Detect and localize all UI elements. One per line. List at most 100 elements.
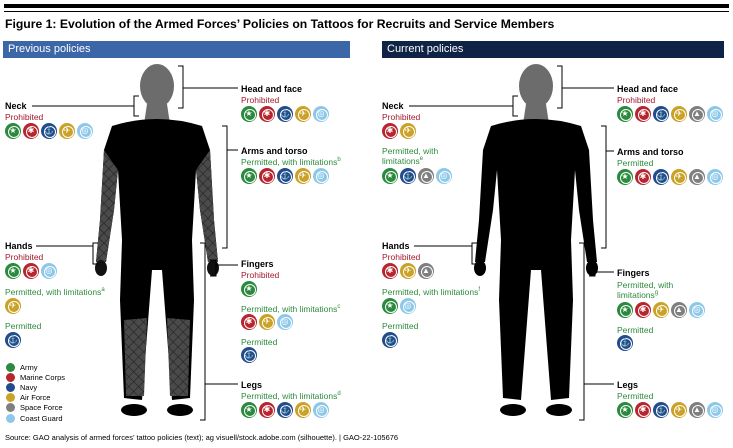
prev-neck-label: Neck [5, 101, 27, 111]
legend-label: Marine Corps [20, 372, 66, 382]
air-force-icon [6, 393, 15, 403]
air-force-icon: ✈ [295, 402, 311, 418]
space-force-icon: ▲ [689, 402, 705, 418]
space-force-icon: ▲ [671, 302, 687, 318]
legend-label: Navy [20, 382, 38, 392]
army-icon: ★ [241, 168, 257, 184]
curr-legs-icons: ★ ✱ ⚓ ✈ ▲ ◎ [617, 402, 723, 419]
coast-guard-icon: ◎ [707, 106, 723, 122]
marine-corps-icon: ✱ [635, 169, 651, 185]
coast-guard-icon: ◎ [707, 402, 723, 418]
curr-hands-label: Hands [382, 241, 410, 251]
prev-neck [144, 104, 170, 124]
prev-fingers-icons-1: ★ [241, 281, 257, 298]
marine-corps-icon: ✱ [635, 402, 651, 418]
prev-left-hand [95, 260, 107, 276]
curr-neck-status-1: Prohibited [382, 112, 421, 122]
curr-left-hand [474, 260, 486, 276]
prev-neck-icons: ★ ✱ ⚓ ✈ ◎ [5, 123, 93, 140]
air-force-icon: ✈ [671, 106, 687, 122]
prev-head [140, 64, 174, 108]
curr-neck [523, 104, 549, 124]
prev-body [96, 119, 218, 400]
prev-arms-torso-status: Permitted, with limitationsb [241, 157, 341, 167]
army-icon: ★ [5, 123, 21, 139]
curr-right-foot [546, 404, 572, 416]
prev-left-arm-sleeve [96, 150, 118, 262]
prev-head-face-status: Prohibited [241, 95, 280, 105]
current-silhouette [474, 64, 598, 416]
navy-icon: ⚓ [653, 106, 669, 122]
previous-silhouette [95, 64, 219, 416]
coast-guard-icon: ◎ [400, 298, 416, 314]
coast-guard-icon: ◎ [689, 302, 705, 318]
navy-icon: ⚓ [617, 335, 633, 351]
legend-label: Space Force [20, 403, 63, 413]
curr-head [519, 64, 553, 108]
legend-item-air-force: Air Force [6, 393, 65, 403]
army-icon [6, 362, 15, 372]
prev-right-leg-pattern [167, 318, 190, 396]
curr-hands-status-1: Prohibited [382, 252, 421, 262]
air-force-icon: ✈ [295, 168, 311, 184]
legend-label: Army [20, 362, 38, 372]
legend-item-navy: Navy [6, 382, 65, 392]
current-policies-banner: Current policies [382, 41, 724, 58]
curr-arms-torso-status: Permitted [617, 158, 654, 168]
air-force-icon: ✈ [653, 302, 669, 318]
prev-right-foot [167, 404, 193, 416]
top-rule [4, 4, 729, 8]
marine-corps-icon: ✱ [635, 106, 651, 122]
army-icon: ★ [241, 106, 257, 122]
prev-right-arm-sleeve [196, 150, 218, 262]
prev-legs-icons: ★ ✱ ⚓ ✈ ◎ [241, 402, 329, 419]
prev-fingers-status-3: Permitted [241, 337, 278, 347]
marine-corps-icon: ✱ [23, 263, 39, 279]
prev-arms-torso-icons: ★ ✱ ⚓ ✈ ◎ [241, 168, 329, 185]
navy-icon: ⚓ [400, 168, 416, 184]
prev-head-face-label: Head and face [241, 84, 303, 94]
army-icon: ★ [382, 168, 398, 184]
army-icon: ★ [241, 281, 257, 297]
army-icon: ★ [617, 169, 633, 185]
legend-item-space-force: Space Force [6, 403, 65, 413]
navy-icon [6, 382, 15, 392]
curr-right-hand [586, 260, 598, 276]
prev-hands-status-1: Prohibited [5, 252, 44, 262]
prev-hands-icons-3: ⚓ [5, 332, 21, 349]
marine-corps-icon: ✱ [241, 314, 257, 330]
prev-hands-status-2: Permitted, with limitationsa [5, 287, 105, 297]
coast-guard-icon: ◎ [277, 314, 293, 330]
curr-fingers-status-2: Permitted [617, 325, 654, 335]
curr-fingers-label: Fingers [617, 268, 650, 278]
marine-corps-icon: ✱ [259, 402, 275, 418]
navy-icon: ⚓ [41, 123, 57, 139]
curr-body [475, 119, 597, 400]
curr-hands-icons-2: ★ ◎ [382, 298, 416, 315]
army-icon: ★ [617, 302, 633, 318]
curr-neck-status-2: Permitted, with limitationse [382, 146, 439, 166]
coast-guard-icon: ◎ [313, 402, 329, 418]
coast-guard-icon: ◎ [436, 168, 452, 184]
prev-left-leg-pattern [124, 318, 147, 396]
previous-policies-banner: Previous policies [3, 41, 350, 58]
air-force-icon: ✈ [671, 402, 687, 418]
air-force-icon: ✈ [400, 123, 416, 139]
navy-icon: ⚓ [277, 106, 293, 122]
coast-guard-icon: ◎ [313, 106, 329, 122]
legend-item-army: Army [6, 362, 65, 372]
marine-corps-icon: ✱ [23, 123, 39, 139]
prev-arms-torso-label: Arms and torso [241, 146, 308, 156]
curr-fingers-status: Permitted, with limitationsg [617, 280, 674, 300]
prev-hands-icons-2: ✈ [5, 298, 21, 315]
prev-head-face-icons: ★ ✱ ⚓ ✈ ◎ [241, 106, 329, 123]
marine-corps-icon: ✱ [259, 168, 275, 184]
air-force-icon: ✈ [671, 169, 687, 185]
army-icon: ★ [241, 402, 257, 418]
army-icon: ★ [617, 106, 633, 122]
army-icon: ★ [5, 263, 21, 279]
curr-hands-status-2: Permitted, with limitationsf [382, 287, 481, 297]
prev-left-foot [121, 404, 147, 416]
curr-arms-torso-icons: ★ ✱ ⚓ ✈ ▲ ◎ [617, 169, 723, 186]
